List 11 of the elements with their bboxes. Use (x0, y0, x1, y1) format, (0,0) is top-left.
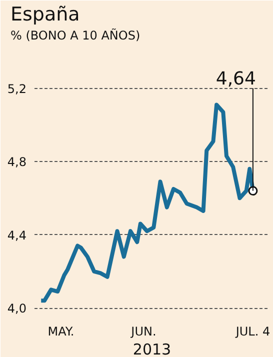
y-tick-label: 4,0 (7, 302, 27, 316)
x-axis-title: 2013 (132, 340, 172, 357)
chart-title: España (10, 4, 80, 26)
y-tick-label: 4,8 (7, 155, 27, 170)
annotation: 4,64 (216, 68, 256, 90)
x-tick-label: JUL. 4 (234, 324, 270, 338)
x-tick-label: JUN. (130, 324, 156, 338)
x-tick-label: MAY. (48, 324, 74, 338)
chart-subtitle: % (BONO A 10 AÑOS) (10, 28, 140, 42)
y-tick-label: 4,4 (7, 228, 27, 242)
y-tick-label: 5,2 (7, 82, 27, 96)
